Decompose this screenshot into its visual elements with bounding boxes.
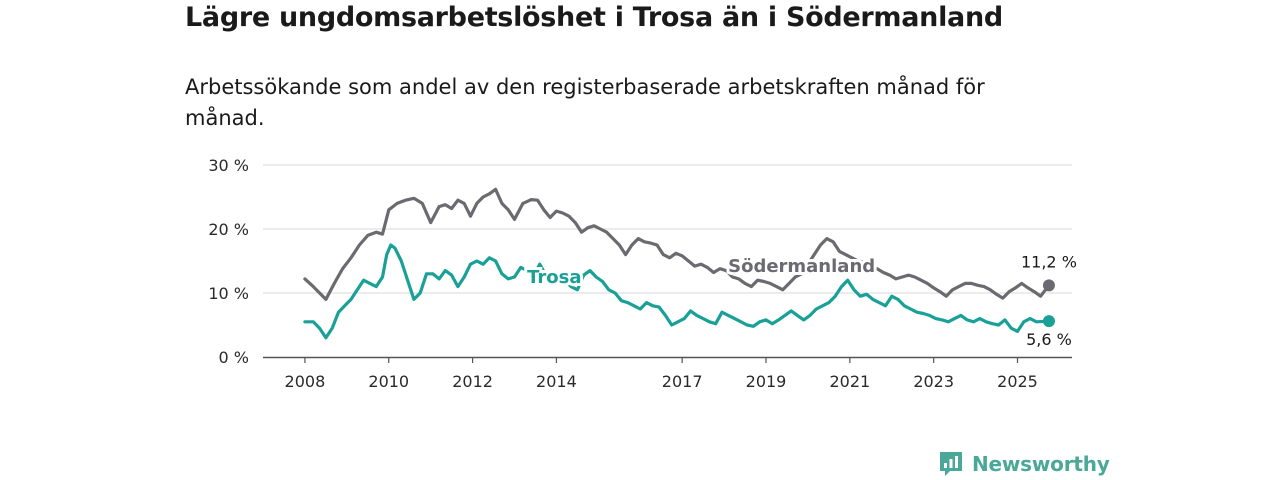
y-tick-label: 0 % (219, 348, 249, 367)
y-tick-label: 10 % (208, 284, 249, 303)
x-tick-label: 2023 (913, 372, 954, 391)
end-point-s-dermanland (1042, 279, 1055, 292)
end-point-trosa (1042, 315, 1055, 328)
x-axis: 2008 2010 2012 2014 2017 2019 2021 2023 2025 (263, 356, 1072, 391)
gridlines (263, 164, 1072, 294)
bar-chart-icon (940, 452, 962, 476)
line-chart: 0 % 10 % 20 % 30 % 2008 2010 2012 2014 2017 2019… (208, 156, 1077, 391)
series-label-s-dermanland: Södermanland (728, 256, 875, 277)
x-tick-label: 2025 (997, 372, 1038, 391)
newsworthy-logo: Newsworthy (938, 450, 1110, 478)
series-labels: 11,2 % Södermanland 5,6 % Trosa (524, 252, 1077, 349)
x-tick-label: 2019 (746, 372, 787, 391)
x-tick-label: 2010 (368, 372, 409, 391)
x-tick-label: 2017 (662, 372, 703, 391)
brand-name: Newsworthy (972, 452, 1110, 476)
x-tick-label: 2008 (285, 372, 326, 391)
series-label-trosa: Trosa (527, 267, 581, 288)
series-lines (303, 187, 1055, 340)
x-tick-label: 2014 (536, 372, 577, 391)
x-tick-label: 2021 (829, 372, 870, 391)
end-value-label: 5,6 % (1026, 330, 1072, 349)
y-tick-label: 30 % (208, 156, 249, 175)
chart-subtitle: Arbetssökande som andel av den registerb… (185, 75, 985, 130)
series-line-trosa (303, 243, 1051, 340)
series-line-s-dermanland (303, 187, 1051, 301)
y-tick-label: 20 % (208, 220, 249, 239)
chart-title: Lägre ungdomsarbetslöshet i Trosa än i S… (185, 2, 1003, 33)
x-tick-label: 2012 (452, 372, 493, 391)
y-axis-tick-labels: 0 % 10 % 20 % 30 % (208, 156, 249, 367)
end-value-label: 11,2 % (1021, 252, 1077, 271)
